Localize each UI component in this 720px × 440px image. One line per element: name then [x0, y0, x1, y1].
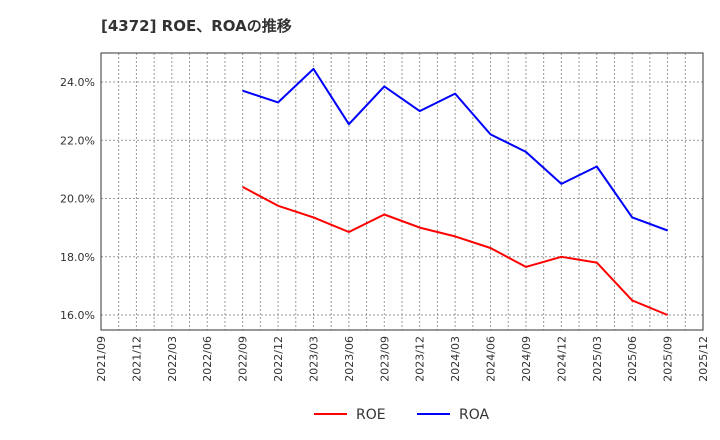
legend: ROE ROA: [314, 407, 490, 423]
x-tick-label: 2023/09: [378, 336, 391, 382]
x-tick-label: 2023/03: [307, 336, 320, 382]
x-tick-label: 2023/12: [414, 336, 427, 382]
series-lines: [242, 67, 668, 316]
y-tick-label: 24.0%: [60, 76, 95, 89]
y-tick-label: 22.0%: [60, 134, 95, 147]
x-tick-label: 2021/12: [130, 336, 143, 382]
x-tick-label: 2022/12: [272, 336, 285, 382]
x-tick-label: 2021/09: [95, 336, 108, 382]
x-axis-ticks: 2021/09 2021/12 2022/03 2022/06 2022/09 2022/…: [95, 336, 710, 382]
x-tick-label: 2025/09: [662, 336, 675, 382]
legend-label-roe: ROE: [356, 407, 386, 423]
x-tick-label: 2024/09: [520, 336, 533, 382]
x-tick-label: 2025/03: [591, 336, 604, 382]
x-tick-label: 2024/03: [449, 336, 462, 382]
series-line-roe: [242, 186, 668, 316]
grid-lines: [101, 53, 703, 330]
chart-title: [4372] ROE、ROAの推移: [101, 17, 292, 35]
x-tick-label: 2025/06: [626, 336, 639, 382]
x-tick-label: 2023/06: [343, 336, 356, 382]
plot-area-border: [100, 52, 704, 331]
x-tick-label: 2025/12: [697, 336, 710, 382]
x-tick-label: 2022/06: [201, 336, 214, 382]
y-axis-ticks: 16.0% 18.0% 20.0% 22.0% 24.0%: [60, 76, 95, 322]
x-tick-label: 2022/03: [166, 336, 179, 382]
y-tick-label: 20.0%: [60, 193, 95, 206]
legend-label-roa: ROA: [459, 407, 490, 423]
x-tick-label: 2024/12: [555, 336, 568, 382]
y-tick-label: 18.0%: [60, 251, 95, 264]
series-line-roa: [242, 67, 668, 232]
y-tick-label: 16.0%: [60, 309, 95, 322]
x-tick-label: 2024/06: [485, 336, 498, 382]
x-tick-label: 2022/09: [237, 336, 250, 382]
